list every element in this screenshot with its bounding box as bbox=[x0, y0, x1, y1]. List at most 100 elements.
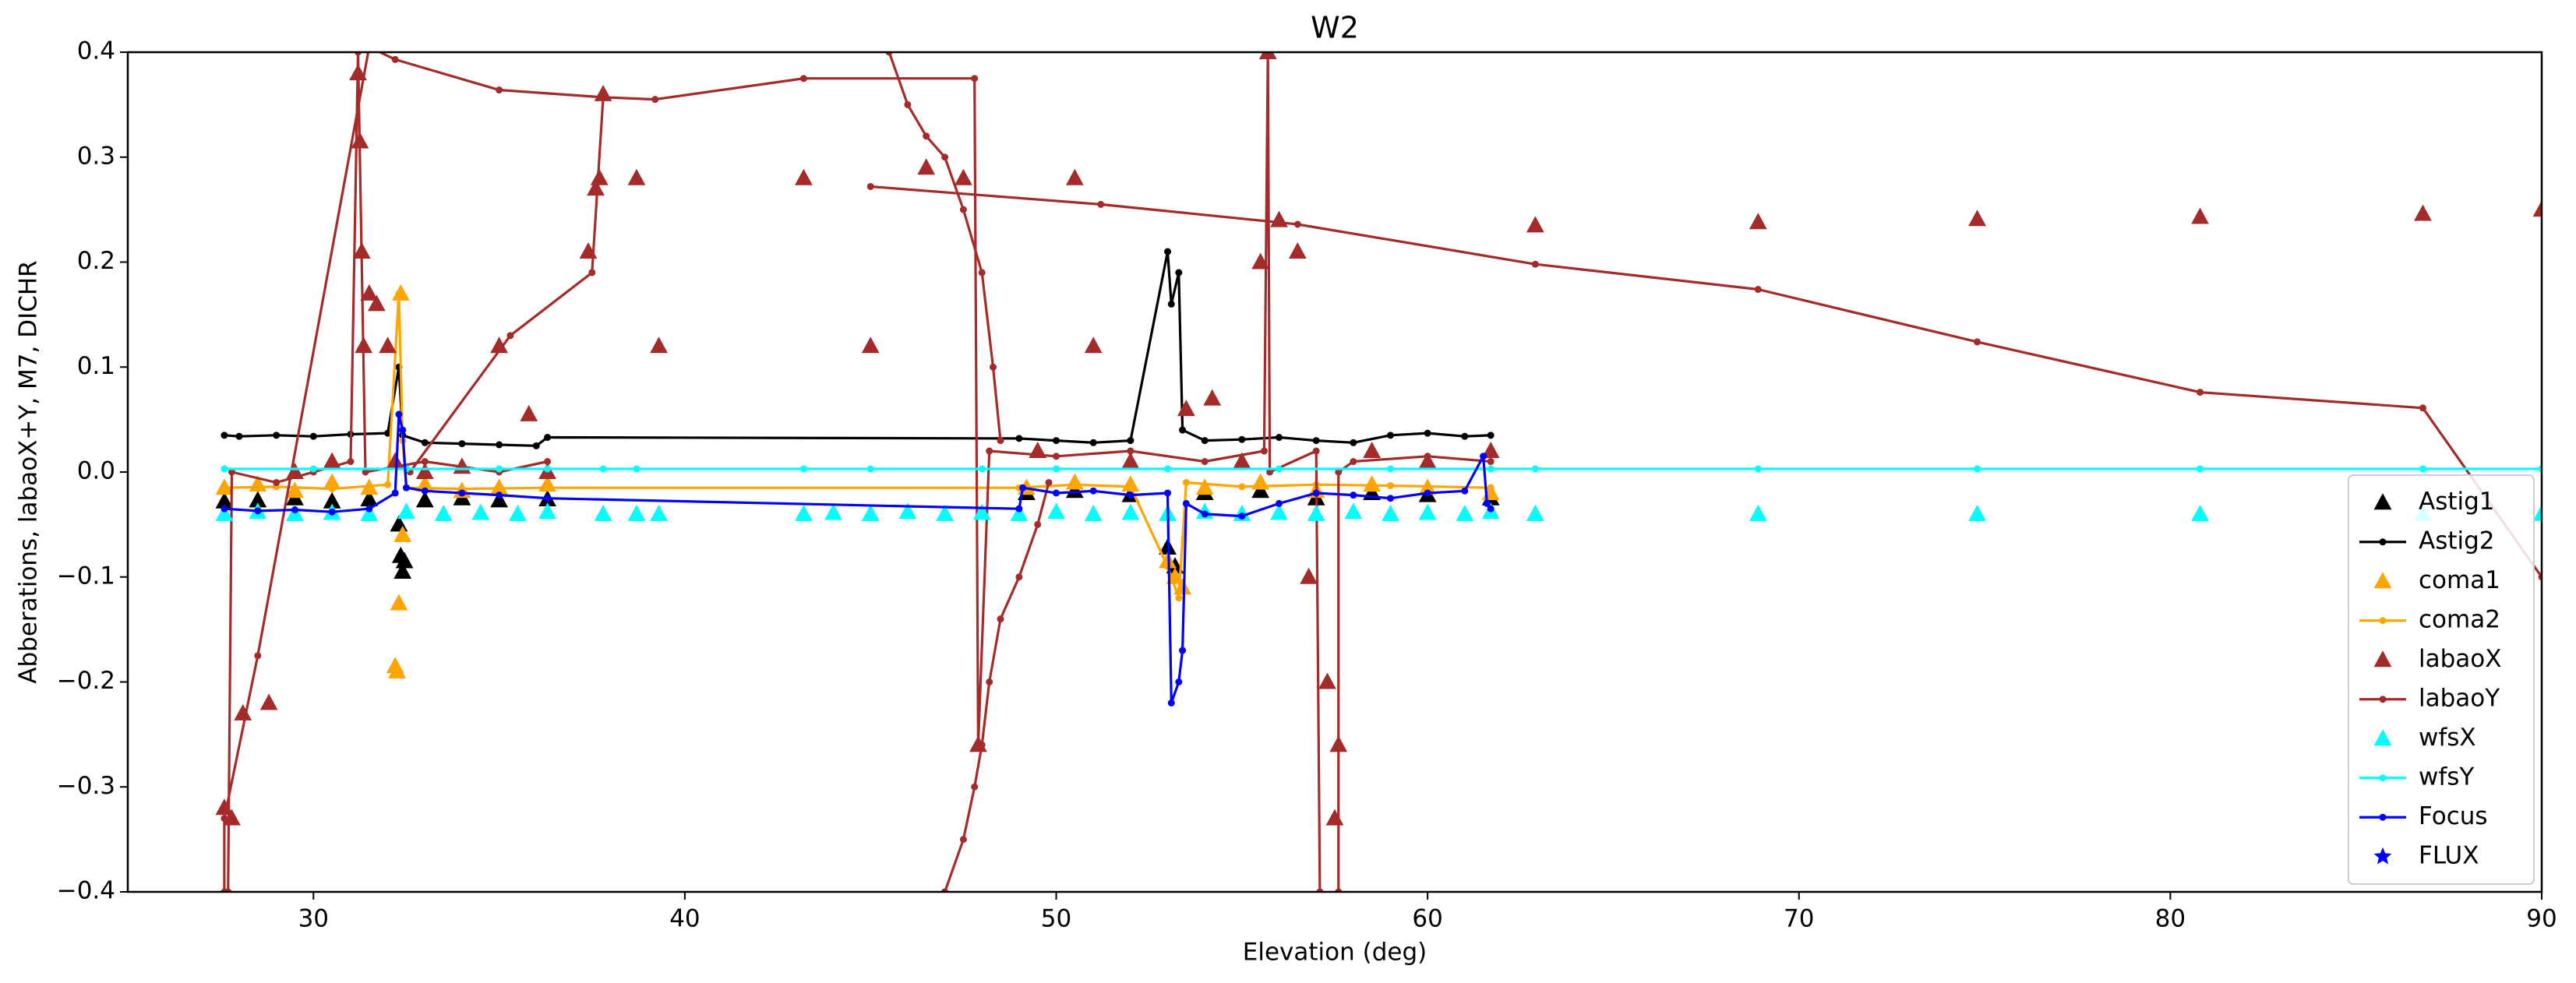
x-tick-label: 60 bbox=[1412, 905, 1442, 933]
triangle-marker bbox=[627, 504, 646, 521]
triangle-marker bbox=[2191, 207, 2209, 224]
dot-marker bbox=[1089, 487, 1097, 495]
dot-marker bbox=[1487, 484, 1494, 492]
dot-marker bbox=[1175, 269, 1183, 277]
x-tick-label: 70 bbox=[1784, 905, 1814, 933]
dot-marker bbox=[866, 182, 874, 190]
triangle-marker bbox=[1363, 475, 1382, 492]
dot-marker bbox=[1089, 439, 1097, 446]
dot-marker bbox=[1276, 499, 1283, 507]
dot-marker bbox=[1350, 439, 1357, 446]
dot-marker bbox=[978, 741, 986, 749]
dot-marker bbox=[1531, 260, 1539, 268]
dot-marker bbox=[990, 363, 997, 371]
dot-marker bbox=[978, 269, 986, 277]
dot-marker bbox=[496, 86, 503, 94]
dot-marker bbox=[2379, 538, 2387, 546]
triangle-marker bbox=[1300, 567, 1318, 584]
dot-marker bbox=[1053, 453, 1060, 460]
y-tick-label: 0.3 bbox=[77, 142, 115, 170]
triangle-marker bbox=[1121, 452, 1140, 469]
dot-marker bbox=[506, 332, 514, 340]
y-tick-label: −0.4 bbox=[57, 877, 115, 905]
legend-label: coma1 bbox=[2419, 566, 2500, 594]
triangle-marker bbox=[286, 481, 304, 499]
dot-marker bbox=[544, 484, 552, 492]
dot-marker bbox=[1015, 573, 1023, 581]
dot-marker bbox=[1167, 699, 1175, 706]
dot-marker bbox=[2197, 389, 2204, 396]
triangle-marker bbox=[395, 551, 414, 569]
triangle-marker bbox=[393, 525, 412, 542]
y-tick-label: −0.1 bbox=[57, 562, 115, 590]
legend-label: Astig2 bbox=[2419, 527, 2495, 555]
triangle-marker bbox=[393, 562, 412, 580]
triangle-marker bbox=[1363, 442, 1382, 459]
triangle-marker bbox=[1233, 452, 1251, 469]
dot-marker bbox=[971, 75, 979, 83]
legend-label: labaoY bbox=[2419, 684, 2500, 712]
dot-marker bbox=[986, 447, 993, 455]
dot-marker bbox=[959, 206, 967, 213]
triangle-marker bbox=[388, 662, 406, 679]
dot-marker bbox=[2379, 696, 2387, 703]
triangle-marker bbox=[434, 504, 453, 521]
triangle-marker bbox=[1010, 504, 1029, 521]
dot-marker bbox=[496, 465, 503, 473]
dot-marker bbox=[1201, 510, 1209, 518]
triangle-marker bbox=[1121, 503, 1140, 520]
triangle-marker bbox=[490, 478, 509, 495]
dot-marker bbox=[633, 465, 640, 473]
chart-title: W2 bbox=[1311, 11, 1359, 45]
dot-marker bbox=[1164, 465, 1172, 473]
dot-marker bbox=[1487, 458, 1494, 466]
dot-marker bbox=[978, 465, 986, 473]
dot-marker bbox=[395, 290, 403, 298]
legend-label: FLUX bbox=[2419, 841, 2479, 869]
triangle-marker bbox=[1418, 503, 1437, 520]
dot-marker bbox=[291, 506, 298, 514]
series-line bbox=[224, 413, 1492, 705]
dot-marker bbox=[1312, 489, 1320, 497]
dot-marker bbox=[496, 492, 503, 499]
dot-marker bbox=[1179, 647, 1187, 654]
dot-marker bbox=[599, 465, 607, 473]
x-tick-label: 40 bbox=[669, 905, 700, 933]
dot-marker bbox=[347, 458, 355, 466]
dot-marker bbox=[1386, 482, 1394, 490]
dot-marker bbox=[923, 132, 930, 140]
dot-marker bbox=[799, 75, 807, 83]
triangle-marker bbox=[215, 504, 234, 521]
y-tick-label: 0.4 bbox=[77, 37, 115, 65]
dot-marker bbox=[1531, 465, 1539, 473]
dot-marker bbox=[1238, 483, 1246, 491]
triangle-marker bbox=[1418, 452, 1437, 469]
triangle-marker bbox=[917, 158, 936, 175]
dot-marker bbox=[1260, 447, 1268, 455]
triangle-marker bbox=[1749, 213, 1767, 230]
triangle-marker bbox=[594, 504, 612, 521]
dot-marker bbox=[1424, 429, 1431, 437]
dot-marker bbox=[544, 434, 552, 442]
dot-marker bbox=[1386, 432, 1394, 439]
dot-marker bbox=[221, 465, 228, 473]
triangle-marker bbox=[898, 502, 917, 520]
dot-marker bbox=[1974, 338, 1981, 346]
triangle-marker bbox=[1526, 504, 1544, 521]
triangle-marker bbox=[259, 693, 278, 710]
dot-marker bbox=[2379, 774, 2387, 782]
triangle-marker bbox=[1065, 168, 1084, 185]
dot-marker bbox=[1167, 300, 1175, 308]
dot-marker bbox=[421, 458, 429, 466]
dot-marker bbox=[273, 432, 281, 439]
dot-marker bbox=[1276, 465, 1283, 473]
dot-marker bbox=[235, 432, 243, 440]
dot-marker bbox=[421, 487, 429, 495]
dot-marker bbox=[1276, 434, 1283, 442]
dot-marker bbox=[941, 153, 949, 161]
x-tick-label: 80 bbox=[2155, 905, 2186, 933]
triangle-marker bbox=[954, 168, 972, 185]
triangle-marker bbox=[2532, 504, 2542, 521]
x-tick-label: 30 bbox=[298, 905, 329, 933]
